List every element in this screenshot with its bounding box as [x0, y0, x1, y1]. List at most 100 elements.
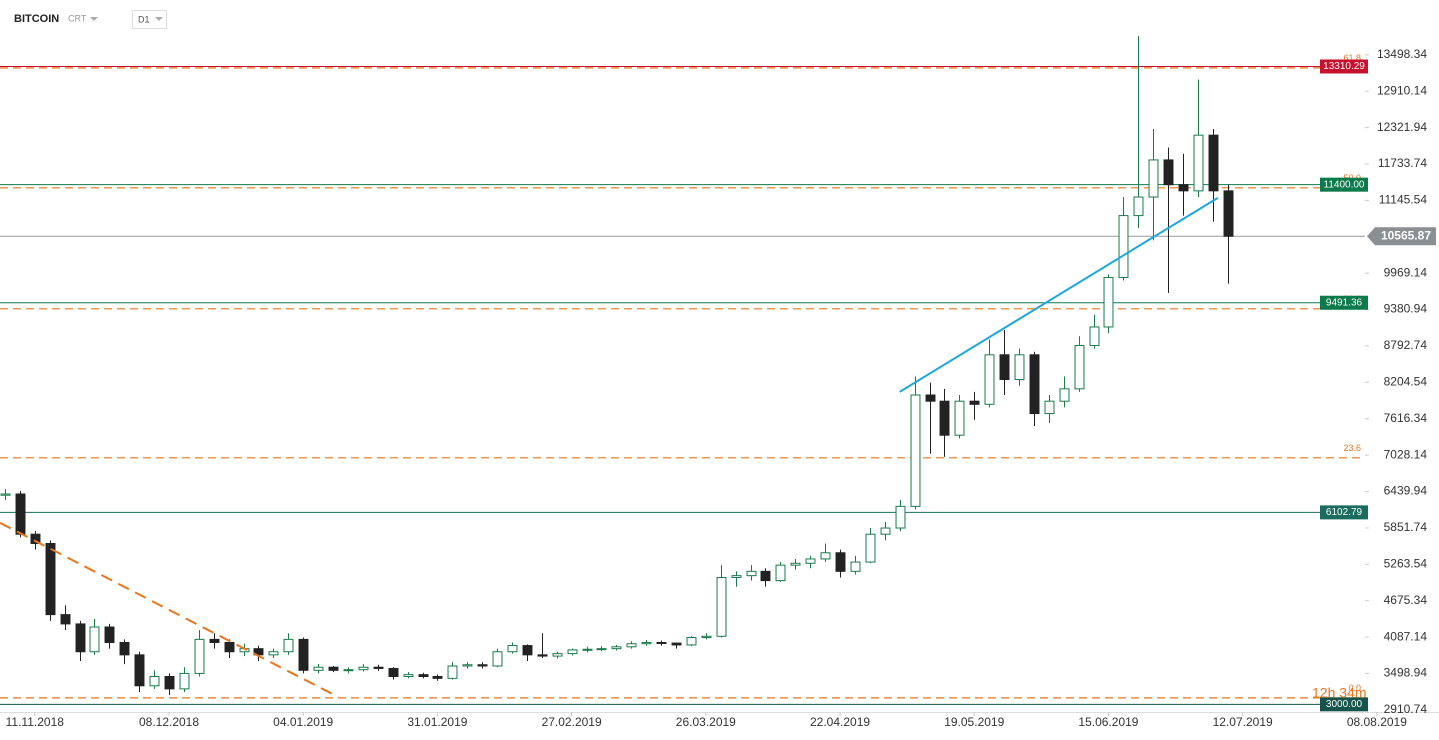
candle-body: [716, 577, 727, 637]
y-tick-label: 3498.94: [1384, 666, 1428, 680]
candle-body: [268, 651, 279, 656]
candle-body: [895, 505, 906, 529]
candle-body: [1074, 345, 1085, 390]
candle-body: [1014, 354, 1025, 381]
candle-body: [298, 638, 309, 671]
y-tick-label: 2910.74: [1384, 702, 1428, 716]
candle-body: [805, 558, 816, 564]
candle-body: [641, 641, 652, 645]
x-tick-label: 15.06.2019: [1078, 715, 1138, 729]
candle-body: [522, 645, 533, 656]
level-label: 13310.29: [1323, 61, 1365, 72]
level-tag: [1320, 697, 1368, 712]
candle-body: [149, 675, 160, 687]
candle-body: [403, 674, 414, 677]
x-tick-label: 26.03.2019: [676, 715, 736, 729]
candle-body: [790, 562, 801, 566]
instrument-type[interactable]: CRT: [68, 13, 87, 23]
candle-body: [954, 400, 965, 436]
candle-body: [462, 664, 473, 667]
y-tick-label: 11145.54: [1379, 193, 1428, 207]
candle-body: [775, 564, 786, 582]
candle-body: [179, 672, 190, 690]
x-tick-label: 27.02.2019: [542, 715, 602, 729]
candle-body: [507, 645, 518, 653]
level-tag: [1320, 505, 1368, 520]
candle-body: [45, 542, 56, 616]
y-tick-label: 8792.74: [1384, 338, 1428, 352]
candle-body: [626, 643, 637, 648]
level-label: 3000.00: [1326, 699, 1363, 710]
candle-body: [209, 638, 220, 643]
candle-body: [1208, 134, 1219, 192]
candle-body: [656, 641, 667, 644]
candle-body: [1089, 326, 1100, 347]
candle-body: [925, 394, 936, 402]
candle-body: [164, 675, 175, 690]
trendline: [0, 521, 339, 698]
candle-body: [999, 354, 1010, 381]
level-tag: [1320, 295, 1368, 310]
level-label: 9491.36: [1326, 297, 1363, 308]
trendline: [899, 196, 1219, 393]
y-tick-label: 12321.94: [1377, 120, 1427, 134]
fib-label: 61.8: [1343, 53, 1361, 63]
y-tick-label: 7616.34: [1384, 411, 1428, 425]
candle-body: [731, 575, 742, 579]
candle-body: [492, 651, 503, 667]
candle-body: [760, 570, 771, 582]
y-tick-label: 9380.94: [1384, 302, 1428, 316]
candle-body: [596, 648, 607, 651]
candle-body: [537, 654, 548, 657]
candle-body: [671, 642, 682, 646]
level-tag: [1320, 177, 1368, 192]
x-tick-label: 08.08.2019: [1347, 715, 1407, 729]
x-tick-label: 08.12.2018: [139, 715, 199, 729]
level-label: 11400.00: [1324, 179, 1365, 190]
y-tick-label: 9969.14: [1384, 265, 1428, 279]
type-caret[interactable]: [90, 17, 98, 21]
candle-body: [686, 637, 697, 646]
candle-body: [283, 638, 294, 653]
candle-body: [1118, 215, 1129, 278]
x-tick-label: 22.04.2019: [810, 715, 870, 729]
x-tick-label: 31.01.2019: [407, 715, 467, 729]
candle-body: [835, 552, 846, 572]
candle-body: [119, 641, 130, 656]
candle-body: [194, 638, 205, 674]
candle-body: [60, 614, 71, 625]
candle-body: [1223, 190, 1234, 237]
countdown: 12h 34m: [1312, 685, 1366, 701]
y-tick-label: 12910.14: [1377, 83, 1427, 97]
timeframe[interactable]: D1: [138, 14, 150, 24]
timeframe-caret[interactable]: [155, 17, 163, 21]
level-tag: [1320, 59, 1368, 74]
candle-body: [343, 669, 354, 672]
candle-body: [477, 664, 488, 667]
candle-body: [1163, 159, 1174, 186]
candle-body: [388, 667, 399, 677]
candle-body: [1193, 134, 1204, 192]
candle-body: [969, 400, 980, 405]
candle-body: [447, 665, 458, 679]
instrument-name[interactable]: BITCOIN: [14, 13, 59, 25]
candle-body: [418, 674, 429, 677]
timeframe-box[interactable]: [132, 10, 167, 29]
candle-body: [611, 646, 622, 650]
candle-body: [89, 626, 100, 653]
y-tick-label: 4087.14: [1384, 629, 1428, 643]
y-tick-label: 13498.34: [1377, 47, 1427, 61]
candle-body: [552, 653, 563, 657]
candle-body: [224, 641, 235, 653]
y-tick-label: 7028.14: [1384, 447, 1428, 461]
x-tick-label: 12.07.2019: [1213, 715, 1273, 729]
candle-body: [134, 654, 145, 687]
candle-body: [701, 635, 712, 639]
candle-body: [328, 666, 339, 671]
candle-body: [865, 533, 876, 563]
y-tick-label: 6439.94: [1384, 484, 1428, 498]
candle-body: [15, 493, 26, 535]
candle-body: [910, 394, 921, 507]
candle-body: [0, 493, 11, 496]
candle-body: [373, 666, 384, 669]
